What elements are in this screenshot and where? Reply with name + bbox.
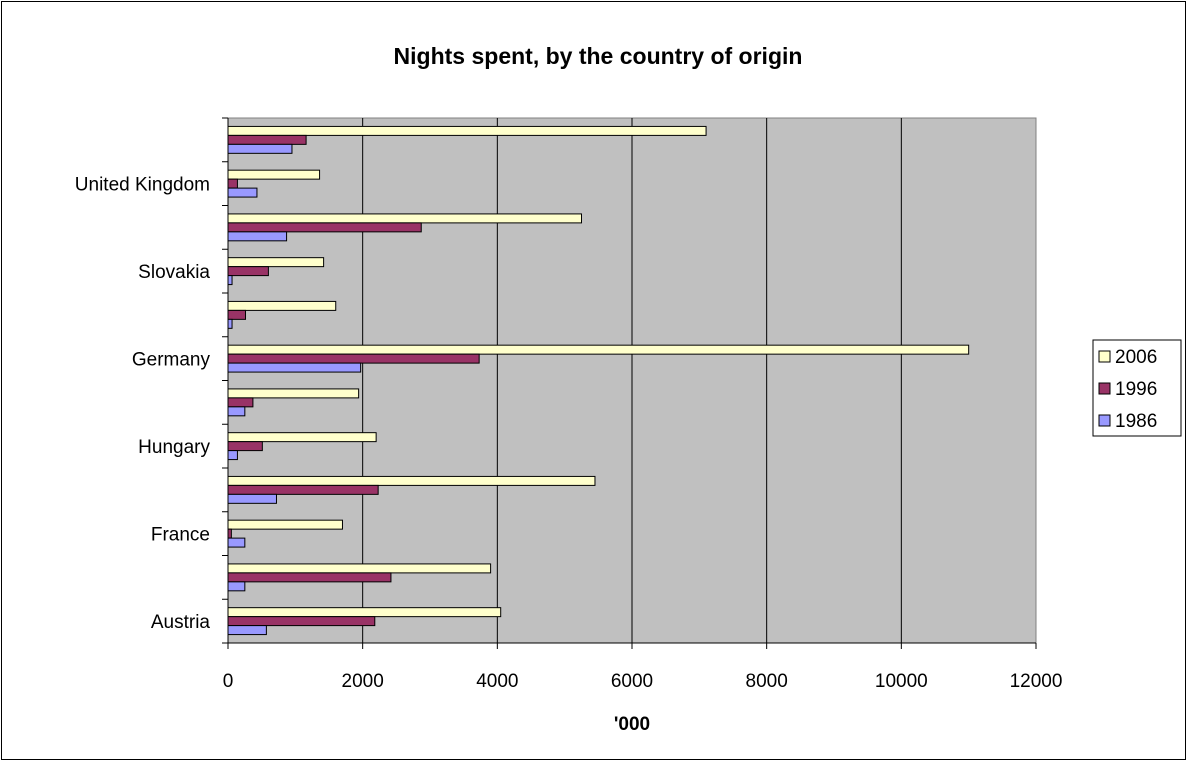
- bar-2006-4: [227, 432, 377, 443]
- y-tick-label-6: Germany: [132, 350, 211, 371]
- legend: 2006 1996 1986: [1092, 339, 1182, 437]
- bar-2006-1: [227, 563, 492, 574]
- bar-1996-7: [227, 309, 247, 320]
- bar-2006-8: [227, 257, 325, 268]
- y-tick-label-8: Slovakia: [138, 262, 210, 283]
- x-tick-label-4: 8000: [746, 671, 788, 692]
- x-tick-label-1: 2000: [342, 671, 384, 692]
- bar-2006-3: [227, 475, 596, 486]
- bars: [227, 125, 970, 636]
- bar-1986-0: [227, 625, 267, 636]
- bar-1996-2: [227, 528, 232, 539]
- bar-1986-10: [227, 187, 258, 198]
- bar-1986-11: [227, 143, 293, 154]
- bar-1986-8: [227, 275, 233, 286]
- bar-2006-2: [227, 519, 343, 530]
- bar-1996-6: [227, 353, 480, 364]
- bar-2006-0: [227, 607, 502, 618]
- bar-1996-10: [227, 178, 238, 189]
- bar-1996-5: [227, 397, 254, 408]
- legend-swatch-2006: [1098, 350, 1111, 363]
- bar-2006-5: [227, 388, 360, 399]
- x-tick-label-5: 10000: [875, 671, 928, 692]
- y-tick-label-10: United Kingdom: [75, 175, 210, 196]
- bar-1986-6: [227, 362, 362, 373]
- x-tick-label-3: 6000: [611, 671, 653, 692]
- bar-2006-11: [227, 125, 707, 136]
- bar-2006-6: [227, 344, 970, 355]
- bar-1986-7: [227, 318, 233, 329]
- bar-2006-7: [227, 300, 337, 311]
- bar-1996-9: [227, 222, 422, 233]
- bar-1986-1: [227, 581, 246, 592]
- x-axis: 0 2000 4000 6000 8000 10000 12000: [223, 642, 1063, 692]
- bar-1986-4: [227, 450, 238, 461]
- y-tick-label-2: France: [151, 525, 210, 546]
- chart-title: Nights spent, by the country of origin: [394, 43, 803, 69]
- bar-1996-4: [227, 441, 263, 452]
- bar-1996-8: [227, 266, 269, 277]
- grid-lines: [362, 118, 902, 643]
- bar-1996-1: [227, 572, 392, 583]
- x-tick-label-0: 0: [223, 671, 234, 692]
- bar-2006-9: [227, 213, 582, 224]
- legend-label-2006: 2006: [1115, 347, 1157, 368]
- y-tick-label-4: Hungary: [138, 437, 210, 458]
- y-axis: Austria France Hungary Germany Slovakia Unite…: [75, 117, 229, 644]
- bar-1986-2: [227, 537, 246, 548]
- bar-1996-0: [227, 616, 376, 627]
- y-tick-label-0: Austria: [151, 612, 211, 633]
- bar-1996-11: [227, 134, 307, 145]
- x-axis-label: '000: [614, 714, 650, 735]
- x-tick-label-6: 12000: [1010, 671, 1063, 692]
- bar-1986-5: [227, 406, 246, 417]
- legend-swatch-1986: [1098, 414, 1111, 427]
- legend-label-1996: 1996: [1115, 379, 1157, 400]
- legend-swatch-1996: [1098, 382, 1111, 395]
- bar-2006-10: [227, 169, 321, 180]
- bar-1986-3: [227, 493, 277, 504]
- bar-1986-9: [227, 231, 288, 242]
- legend-label-1986: 1986: [1115, 411, 1157, 432]
- x-tick-label-2: 4000: [476, 671, 518, 692]
- bar-1996-3: [227, 484, 379, 495]
